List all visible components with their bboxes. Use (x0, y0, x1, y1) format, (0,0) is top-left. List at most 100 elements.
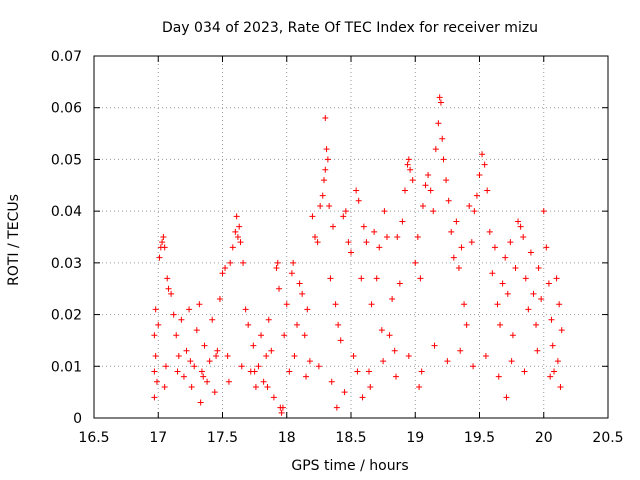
data-point (201, 342, 208, 349)
data-point (227, 259, 234, 266)
y-tick-label: 0.05 (51, 152, 82, 168)
data-point (151, 394, 158, 401)
data-point (276, 285, 283, 292)
data-point (264, 383, 271, 390)
data-point (417, 275, 424, 282)
data-point (380, 358, 387, 365)
data-point (431, 342, 438, 349)
y-tick-label: 0.01 (51, 359, 82, 375)
data-point (301, 332, 308, 339)
data-point (545, 280, 552, 287)
data-point (265, 316, 272, 323)
data-point (554, 358, 561, 365)
data-point (439, 135, 446, 142)
data-point (558, 327, 565, 334)
data-point (522, 275, 529, 282)
data-point (209, 316, 216, 323)
data-point (520, 234, 527, 240)
data-point (187, 358, 194, 365)
data-point (391, 347, 398, 354)
x-tick-label: 19 (406, 430, 424, 446)
y-tick-label: 0.06 (51, 101, 82, 117)
y-tick-label: 0.02 (51, 308, 82, 324)
data-point (156, 254, 163, 261)
data-point (445, 197, 452, 204)
data-point (278, 409, 285, 416)
data-point (151, 332, 158, 339)
data-point (288, 270, 295, 277)
data-point (350, 352, 357, 359)
data-point (409, 177, 416, 184)
data-point (173, 332, 180, 339)
data-point (291, 352, 298, 359)
data-point (436, 94, 443, 101)
x-tick-label: 17 (149, 430, 167, 446)
data-point (161, 244, 168, 251)
data-point (416, 383, 423, 390)
data-point (482, 352, 489, 359)
data-point (206, 358, 213, 365)
data-point (341, 389, 348, 396)
data-point (405, 156, 412, 163)
data-point (270, 394, 277, 401)
data-point (180, 373, 187, 380)
data-point (489, 270, 496, 277)
data-point (159, 239, 166, 246)
data-point (458, 244, 465, 251)
data-point (473, 192, 480, 199)
data-point (418, 368, 425, 375)
data-point (486, 228, 493, 235)
data-point (196, 301, 203, 308)
data-point (553, 275, 560, 282)
data-point (342, 208, 349, 215)
data-point (170, 311, 177, 318)
data-point (153, 378, 160, 385)
data-point (479, 151, 486, 158)
data-point (225, 378, 232, 385)
data-point (383, 234, 390, 240)
data-point (507, 239, 514, 246)
data-point (509, 332, 516, 339)
data-point (234, 234, 241, 240)
data-point (525, 306, 532, 313)
data-point (236, 223, 243, 230)
data-point (494, 301, 501, 308)
data-point (373, 275, 380, 282)
data-point (521, 368, 528, 375)
data-point (378, 327, 385, 334)
data-point (273, 265, 280, 272)
data-point (404, 161, 411, 168)
data-point (151, 368, 158, 375)
data-point (303, 373, 310, 380)
data-point (508, 358, 515, 365)
data-point (412, 259, 419, 266)
data-point (161, 383, 168, 390)
data-point (286, 368, 293, 375)
data-point (455, 265, 462, 272)
x-tick-label: 20 (535, 430, 553, 446)
data-point (517, 223, 524, 230)
data-point (499, 280, 506, 287)
x-axis-label: GPS time / hours (291, 458, 408, 474)
data-point (328, 378, 335, 385)
data-point (353, 187, 360, 194)
data-point (251, 368, 258, 375)
chart-title: Day 034 of 2023, Rate Of TEC Index for r… (162, 20, 538, 36)
data-point (345, 239, 352, 246)
data-point (333, 404, 340, 411)
data-point (556, 301, 563, 308)
data-point (484, 187, 491, 194)
data-point (538, 296, 545, 303)
data-point (260, 378, 267, 385)
data-point (322, 115, 329, 122)
data-point (396, 280, 403, 287)
data-point (503, 394, 510, 401)
data-point (355, 197, 362, 204)
data-point (322, 166, 329, 173)
data-point (405, 352, 412, 359)
data-point (279, 404, 286, 411)
data-point (414, 234, 421, 240)
data-point (233, 213, 240, 220)
x-tick-label: 20.5 (592, 430, 623, 446)
data-point (213, 352, 220, 359)
